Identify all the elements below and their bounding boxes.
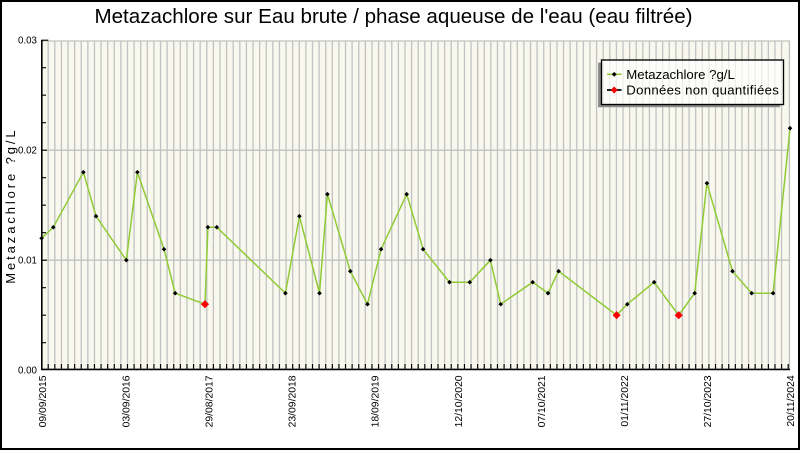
svg-text:20/11/2024: 20/11/2024 <box>786 375 797 426</box>
svg-text:0.01: 0.01 <box>18 256 37 267</box>
svg-text:09/09/2015: 09/09/2015 <box>38 375 49 427</box>
svg-text:29/08/2017: 29/08/2017 <box>204 375 215 427</box>
svg-text:01/11/2022: 01/11/2022 <box>620 375 631 426</box>
svg-text:0.00: 0.00 <box>18 366 37 377</box>
svg-text:23/09/2018: 23/09/2018 <box>288 375 299 427</box>
svg-text:12/10/2020: 12/10/2020 <box>454 375 465 427</box>
svg-text:Données non quantifiées: Données non quantifiées <box>626 83 779 98</box>
svg-text:Metazachlore sur Eau brute / p: Metazachlore sur Eau brute / phase aqueu… <box>94 5 692 28</box>
svg-text:18/09/2019: 18/09/2019 <box>371 375 382 427</box>
svg-text:27/10/2023: 27/10/2023 <box>703 375 714 427</box>
svg-text:07/10/2021: 07/10/2021 <box>537 375 548 427</box>
svg-text:0.02: 0.02 <box>18 146 37 157</box>
svg-text:03/09/2016: 03/09/2016 <box>121 375 132 427</box>
svg-text:Metazachlore ?g/L: Metazachlore ?g/L <box>626 67 735 82</box>
svg-text:Metazachlore ?g/L: Metazachlore ?g/L <box>3 127 18 283</box>
svg-text:0.03: 0.03 <box>18 36 37 47</box>
